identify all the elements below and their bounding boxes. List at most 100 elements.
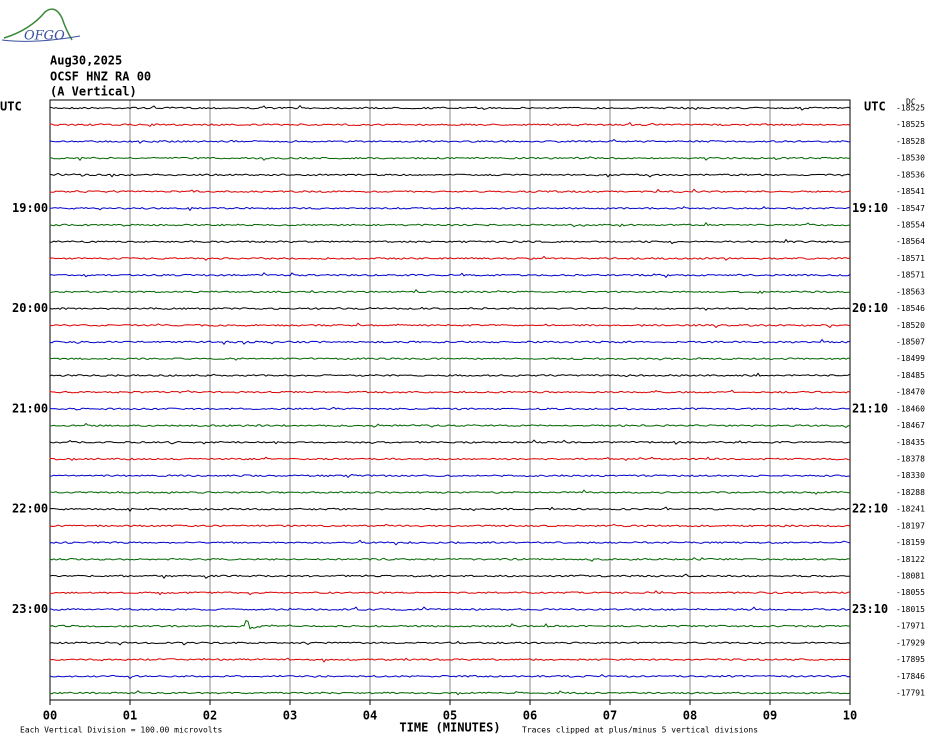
offset-label: -18571 <box>896 271 925 280</box>
offset-label: -18564 <box>896 237 925 246</box>
hour-label: 20:00 <box>12 301 48 315</box>
right-time-label: 21:10 <box>852 401 888 415</box>
right-time-label: 19:10 <box>852 201 888 215</box>
hour-label: 23:00 <box>12 602 48 616</box>
trace <box>49 506 851 512</box>
x-tick-label: 01 <box>123 709 137 723</box>
trace <box>49 673 851 680</box>
trace <box>49 606 851 612</box>
trace <box>49 523 851 528</box>
trace <box>49 439 851 445</box>
offset-label: -18536 <box>896 170 925 179</box>
right-time-label: 20:10 <box>852 301 888 315</box>
trace <box>49 619 851 630</box>
trace <box>49 306 851 311</box>
date: Aug30,2025 <box>50 54 122 68</box>
offset-label: -18525 <box>896 104 925 113</box>
offset-label: -18520 <box>896 321 925 330</box>
x-tick-label: 08 <box>683 709 697 723</box>
offset-label: -18485 <box>896 371 925 380</box>
x-tick-label: 02 <box>203 709 217 723</box>
offset-label: -17895 <box>896 655 925 664</box>
trace <box>49 690 851 696</box>
offset-label: -18563 <box>896 287 925 296</box>
offset-label: -18159 <box>896 538 925 547</box>
x-tick-label: 06 <box>523 709 537 723</box>
right-unit: UTC <box>864 100 886 114</box>
offset-label: -18081 <box>896 572 925 581</box>
trace <box>49 255 851 261</box>
offset-label: -18528 <box>896 137 925 146</box>
x-tick-label: 07 <box>603 709 617 723</box>
logo-swoosh <box>1 35 81 42</box>
offset-label: -17846 <box>896 672 925 681</box>
x-axis-label: TIME (MINUTES) <box>399 721 500 735</box>
trace <box>49 590 851 596</box>
trace <box>49 422 850 428</box>
offset-label: -18015 <box>896 605 925 614</box>
trace <box>49 640 851 646</box>
trace <box>49 573 851 580</box>
offset-label: -18460 <box>896 404 925 413</box>
x-tick-label: 09 <box>763 709 777 723</box>
offset-label: -18499 <box>896 354 925 363</box>
trace <box>49 489 851 495</box>
offset-label: -18470 <box>896 388 925 397</box>
offset-label: -17929 <box>896 638 925 647</box>
x-tick-label: 00 <box>43 709 57 723</box>
trace <box>49 172 851 178</box>
offset-label: -18546 <box>896 304 925 313</box>
offset-label: -18197 <box>896 521 925 530</box>
offset-label: -18507 <box>896 338 925 347</box>
trace <box>49 156 851 162</box>
offset-label: -18467 <box>896 421 925 430</box>
hour-label: 22:00 <box>12 502 48 516</box>
trace <box>49 557 851 562</box>
offset-label: -18530 <box>896 154 925 163</box>
trace <box>49 138 851 144</box>
frame <box>49 99 851 701</box>
offset-label: -18378 <box>896 455 925 464</box>
trace <box>49 389 851 394</box>
trace <box>49 406 851 411</box>
offset-label: -18241 <box>896 505 925 514</box>
offset-label: -18541 <box>896 187 925 196</box>
trace <box>49 539 851 546</box>
trace <box>49 657 851 663</box>
offset-label: -18547 <box>896 204 925 213</box>
trace <box>49 122 851 128</box>
hour-label: 19:00 <box>12 201 48 215</box>
offset-label: -17791 <box>896 689 925 698</box>
left-unit: UTC <box>0 100 22 114</box>
component: (A Vertical) <box>50 85 137 99</box>
trace <box>49 221 851 228</box>
offset-label: -18288 <box>896 488 925 497</box>
trace <box>49 104 851 111</box>
hour-label: 21:00 <box>12 401 48 415</box>
trace <box>49 289 851 295</box>
dc-label: DC <box>906 98 916 107</box>
logo-curve <box>3 8 73 41</box>
logo: OFGO <box>24 29 65 44</box>
trace <box>49 473 850 479</box>
trace <box>49 338 851 345</box>
trace <box>49 272 851 279</box>
offset-label: -18525 <box>896 120 925 129</box>
trace <box>49 456 851 462</box>
offset-label: -18571 <box>896 254 925 263</box>
offset-label: -17971 <box>896 622 925 631</box>
scale-note: Each Vertical Division = 100.00 microvol… <box>20 726 222 735</box>
station: OCSF HNZ RA 00 <box>50 70 151 84</box>
offset-label: -18554 <box>896 221 925 230</box>
trace <box>49 372 851 378</box>
trace <box>49 238 851 245</box>
right-time-label: 23:10 <box>852 602 888 616</box>
trace <box>49 206 851 212</box>
trace <box>49 188 851 194</box>
x-tick-label: 10 <box>843 709 857 723</box>
right-time-label: 22:10 <box>852 502 888 516</box>
offset-label: -18435 <box>896 438 925 447</box>
x-tick-label: 03 <box>283 709 297 723</box>
trace <box>49 357 851 361</box>
offset-label: -18330 <box>896 471 925 480</box>
